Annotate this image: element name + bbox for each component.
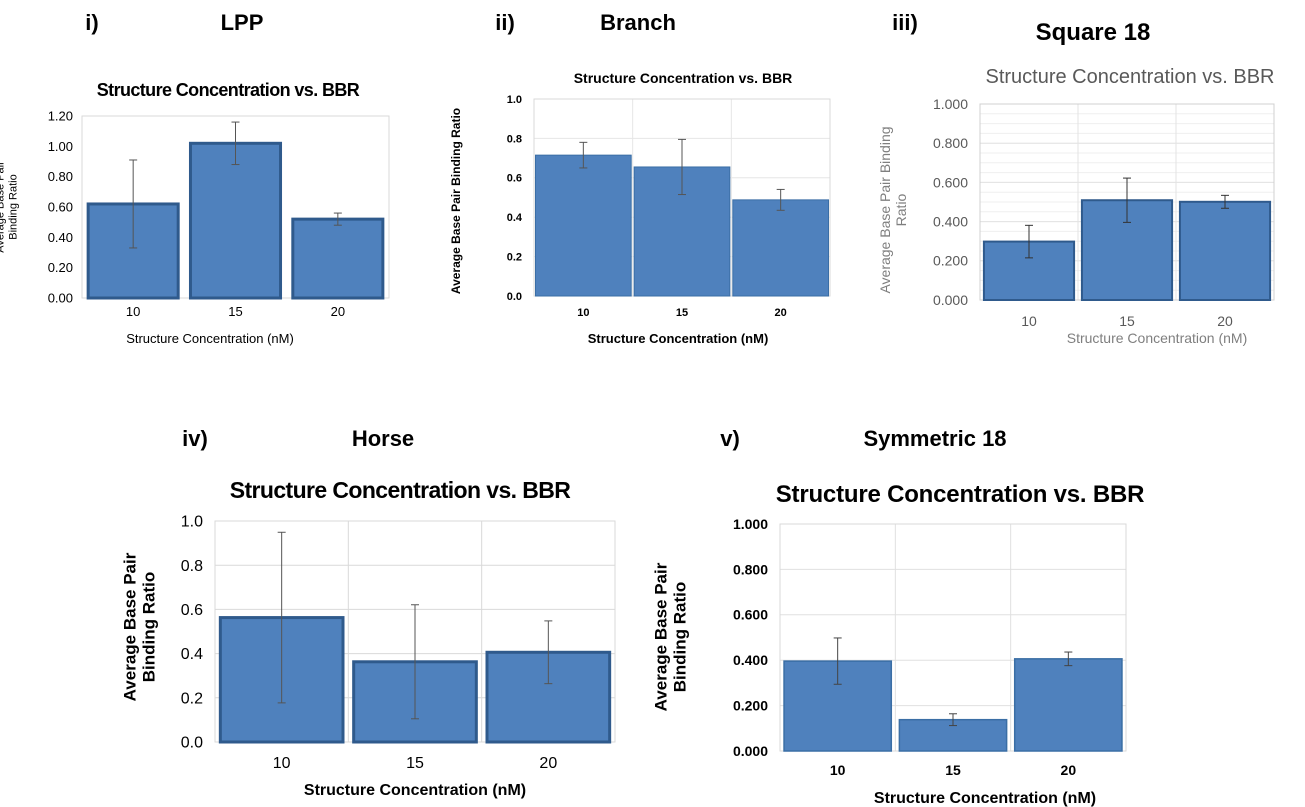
y-tick-label: 0.6 [181, 602, 203, 619]
y-axis-label: Average Base Pair [121, 552, 140, 701]
y-tick-label: 0.80 [48, 169, 73, 184]
x-tick-label: 20 [539, 755, 557, 772]
y-tick-label: 0.00 [48, 291, 73, 306]
y-tick-label: 1.0 [181, 514, 203, 531]
y-tick-label: 0.60 [48, 200, 73, 215]
y-tick-label: 0.400 [933, 214, 968, 230]
y-tick-label: 0.2 [181, 690, 203, 707]
x-tick-label: 15 [676, 307, 688, 319]
x-tick-label: 15 [945, 762, 961, 778]
y-axis-label: Average Base Pair Binding Ratio [449, 108, 463, 294]
bar [188, 141, 283, 300]
y-tick-label: 0.200 [933, 253, 968, 269]
x-axis-label: Structure Concentration (nM) [588, 331, 769, 346]
bar [1013, 658, 1123, 752]
y-axis-label: Average Base Pair Binding [877, 126, 893, 293]
y-tick-label: 0.4 [181, 646, 203, 663]
y-tick-label: 0.800 [933, 135, 968, 151]
y-tick-label: 0.400 [733, 652, 768, 668]
x-tick-label: 10 [1021, 313, 1037, 329]
y-axis-label: Binding Ratio [671, 582, 690, 692]
y-axis-label: Binding Ratio [140, 572, 159, 682]
x-tick-label: 10 [273, 755, 291, 772]
chart-title: Structure Concentration vs. BBR [97, 80, 360, 100]
x-tick-label: 20 [1217, 313, 1233, 329]
structure-name: Horse [352, 426, 414, 451]
y-tick-label: 1.000 [933, 96, 968, 112]
x-tick-label: 20 [331, 304, 345, 319]
structure-name: Square 18 [1036, 19, 1151, 46]
y-tick-label: 1.0 [507, 94, 522, 106]
y-tick-label: 0.6 [507, 173, 522, 185]
chart-title: Structure Concentration vs. BBR [574, 70, 793, 86]
y-tick-label: 0.40 [48, 230, 73, 245]
y-tick-label: 0.600 [933, 174, 968, 190]
y-tick-label: 0.20 [48, 260, 73, 275]
x-axis-label: Structure Concentration (nM) [874, 790, 1096, 807]
y-tick-label: 0.8 [181, 558, 203, 575]
x-tick-label: 10 [577, 307, 589, 319]
y-tick-label: 0.000 [933, 292, 968, 308]
y-tick-label: 0.000 [733, 743, 768, 759]
chart-panel-5: v) Symmetric 18 Structure Concentration vs… [652, 426, 1145, 807]
panel-label: i) [85, 10, 98, 35]
panel-label: iii) [892, 10, 918, 35]
y-tick-label: 0.0 [181, 735, 203, 752]
y-tick-label: 1.00 [48, 139, 73, 154]
x-tick-label: 10 [830, 762, 846, 778]
y-axis-label: Average Base Pair [652, 562, 671, 711]
structure-name: Branch [600, 10, 676, 35]
y-tick-label: 0.2 [507, 251, 522, 263]
chart-title: Structure Concentration vs. BBR [985, 66, 1274, 88]
bar [1178, 200, 1272, 301]
y-tick-label: 0.200 [733, 698, 768, 714]
chart-panel-2: ii) Branch Structure Concentration vs. BBR… [449, 10, 831, 346]
y-axis-label: Binding Ratio [8, 174, 20, 239]
y-axis-label: Ratio [893, 193, 909, 226]
x-axis-label: Structure Concentration (nM) [1067, 330, 1248, 346]
chart-panel-4: iv) Horse Structure Concentration vs. BBR 0… [121, 426, 616, 799]
x-tick-label: 15 [228, 304, 242, 319]
y-axis-label: Average Base Pair [0, 161, 7, 253]
y-tick-label: 0.4 [507, 212, 523, 224]
y-tick-label: 0.600 [733, 607, 768, 623]
chart-title: Structure Concentration vs. BBR [776, 481, 1145, 508]
x-tick-label: 15 [1119, 313, 1135, 329]
structure-name: Symmetric 18 [863, 426, 1006, 451]
x-tick-label: 15 [406, 755, 424, 772]
y-tick-label: 1.000 [733, 516, 768, 532]
y-tick-label: 0.800 [733, 561, 768, 577]
bar [291, 217, 385, 300]
structure-name: LPP [221, 10, 264, 35]
panel-label: iv) [182, 426, 208, 451]
y-tick-label: 0.0 [507, 291, 522, 303]
chart-panel-3: iii) Square 18 Structure Concentration vs.… [877, 10, 1275, 346]
panel-label: ii) [495, 10, 515, 35]
x-tick-label: 20 [775, 307, 787, 319]
y-tick-label: 1.20 [48, 109, 73, 124]
bar [732, 199, 830, 297]
chart-title: Structure Concentration vs. BBR [230, 477, 571, 503]
bar [534, 154, 632, 297]
x-axis-label: Structure Concentration (nM) [304, 782, 526, 799]
x-tick-label: 20 [1061, 762, 1077, 778]
chart-panel-1: i) LPP Structure Concentration vs. BBR 0.00… [0, 10, 390, 346]
y-tick-label: 0.8 [507, 133, 522, 145]
panel-label: v) [720, 426, 740, 451]
x-axis-label: Structure Concentration (nM) [126, 331, 294, 346]
x-tick-label: 10 [126, 304, 140, 319]
